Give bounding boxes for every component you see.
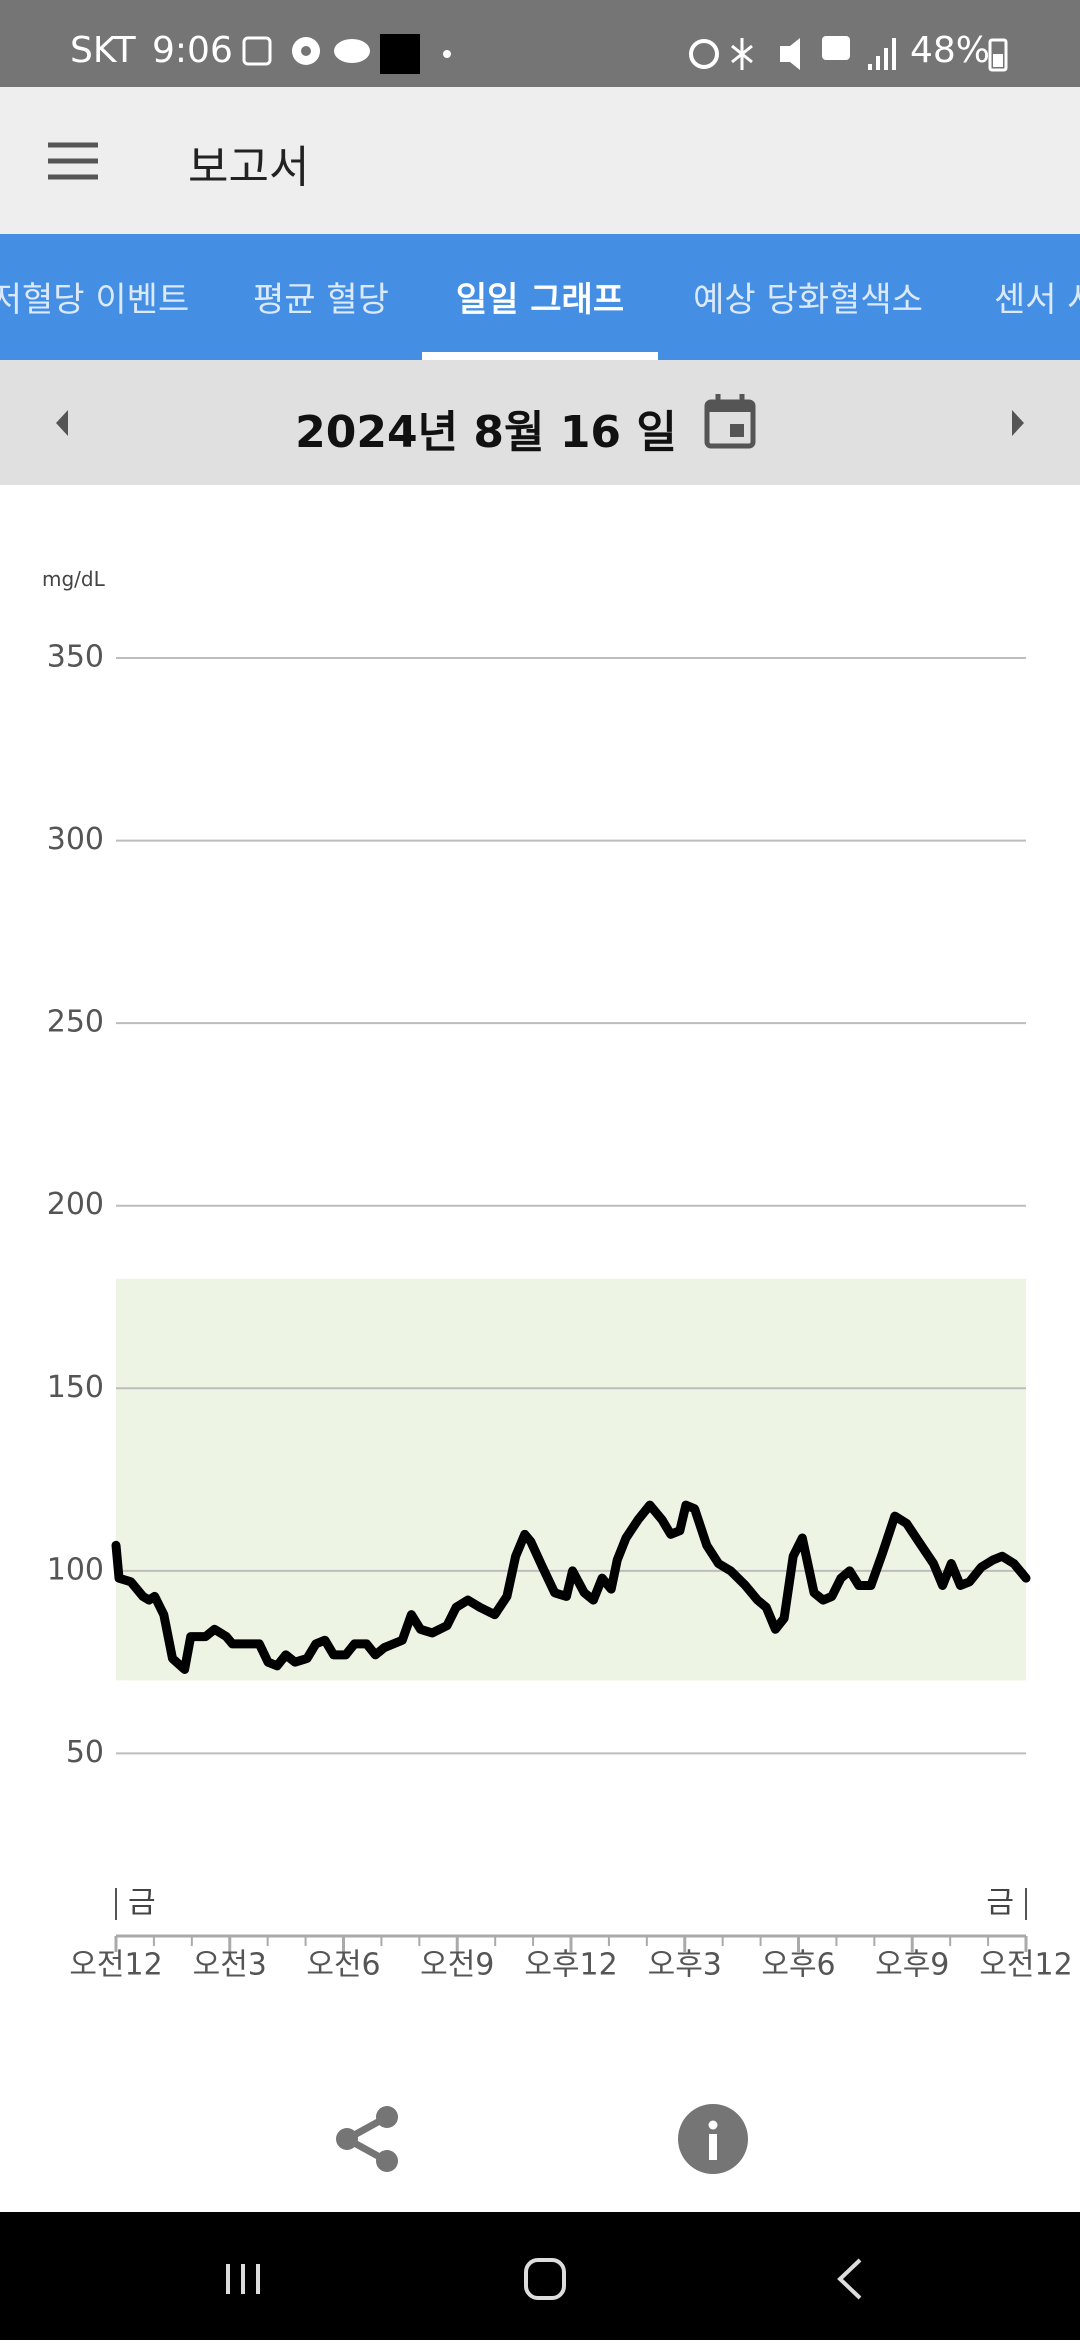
nav-buttons <box>226 2258 862 2300</box>
x-tick-label: 오전12 <box>69 1948 162 1983</box>
nav-bar <box>0 2212 1080 2340</box>
info-button[interactable] <box>678 2104 748 2174</box>
x-tick-label: 오전12 <box>979 1948 1072 1983</box>
date-label: 2024년 8월 16 일 <box>295 407 677 458</box>
tab[interactable]: 예상 당화혈색소 <box>693 280 923 320</box>
status-bar: SKT 9:06 48% <box>0 0 1080 87</box>
day-label: 금 <box>986 1886 1014 1921</box>
app-bar: 보고서 <box>0 87 1080 234</box>
y-tick-label: 50 <box>66 1735 104 1770</box>
tab-indicator <box>422 352 658 360</box>
recents-button[interactable] <box>226 2264 260 2294</box>
menu-button[interactable] <box>48 141 100 181</box>
date-bar: 2024년 8월 16 일 <box>0 360 1080 485</box>
app-title: 보고서 <box>188 142 310 193</box>
back-button[interactable] <box>837 2258 862 2300</box>
tab[interactable]: 센서 사용 <box>994 280 1080 320</box>
x-tick-label: 오후3 <box>648 1948 722 1983</box>
target-range <box>116 1278 1026 1681</box>
y-tick-label: 300 <box>47 822 104 857</box>
carrier: SKT <box>70 30 136 71</box>
status-icons <box>242 34 451 74</box>
x-tick-label: 오전9 <box>420 1948 494 1983</box>
tab-selected[interactable]: 일일 그래프 <box>455 280 625 320</box>
chart: mg/dL 50 100 150 200 250 300 350 오전12 오전3 오전6 오전9 오… <box>42 567 1073 2174</box>
day-label: 금 <box>128 1886 156 1921</box>
y-tick-label: 200 <box>47 1187 104 1222</box>
y-tick-label: 250 <box>47 1005 104 1040</box>
tab-bar: 저혈당 이벤트 평균 혈당 일일 그래프 예상 당화혈색소 센서 사용 <box>0 234 1080 360</box>
x-tick-label: 오후9 <box>875 1948 949 1983</box>
battery-icon <box>988 38 1008 72</box>
prev-day[interactable] <box>52 408 72 438</box>
y-tick-label: 100 <box>47 1552 104 1587</box>
next-day[interactable] <box>1008 408 1028 438</box>
share-button[interactable] <box>336 2106 398 2172</box>
tab[interactable]: 저혈당 이벤트 <box>0 280 190 320</box>
y-tick-label: 350 <box>47 640 104 675</box>
home-button[interactable] <box>524 2258 566 2300</box>
system-icons <box>689 36 896 70</box>
x-tick-label: 오후12 <box>524 1948 617 1983</box>
x-tick-label: 오전3 <box>193 1948 267 1983</box>
y-axis-label: mg/dL <box>42 567 106 591</box>
tab[interactable]: 평균 혈당 <box>253 280 389 320</box>
glucose-line <box>111 1500 1031 1674</box>
y-tick-label: 150 <box>47 1370 104 1405</box>
calendar-button[interactable] <box>704 392 756 450</box>
battery-level: 48% <box>910 30 991 71</box>
x-tick-label: 오전6 <box>306 1948 380 1983</box>
x-tick-label: 오후6 <box>761 1948 835 1983</box>
clock: 9:06 <box>152 30 233 71</box>
